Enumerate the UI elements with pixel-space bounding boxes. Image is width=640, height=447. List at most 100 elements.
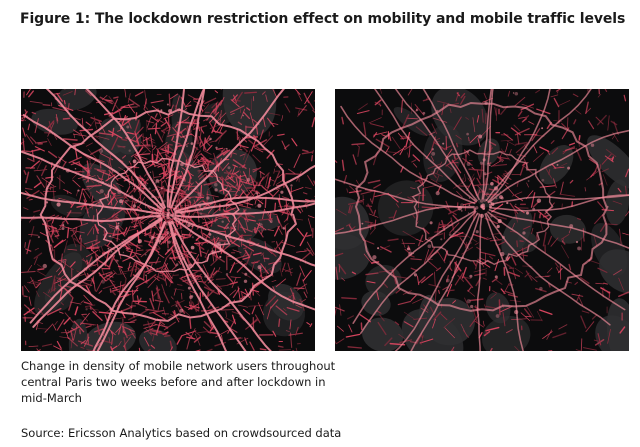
figure-caption: Change in density of mobile network user… [21,359,336,405]
street-segment [108,328,116,336]
street-segment [230,152,233,158]
street-segment [207,303,212,309]
street-segment [503,282,510,295]
street-segment [115,216,120,220]
street-segment [521,118,527,123]
street-segment [123,187,136,200]
street-segment [307,218,313,232]
boulevard-line [21,214,162,223]
street-segment [393,210,397,219]
hotspot [514,91,519,96]
street-segment [145,120,148,132]
street-segment [293,153,301,168]
hotspot [145,274,147,277]
street-segment [492,290,498,294]
hotspot [110,250,113,253]
street-segment [392,147,405,156]
street-segment [112,270,118,275]
street-segment [285,173,302,175]
hotspot [45,201,49,204]
street-segment [237,121,243,126]
street-segment [281,140,287,151]
street-segment [504,290,514,295]
street-segment [149,309,164,314]
street-segment [560,181,564,195]
hotspot [188,263,193,268]
street-segment [212,130,223,134]
street-segment [144,98,147,109]
street-segment [347,315,354,320]
street-segment [99,96,113,105]
hotspot [515,203,517,206]
hotspot [501,235,505,239]
street-segment [226,274,234,283]
street-segment [207,159,209,172]
street-segment [293,287,305,290]
street-segment [452,230,467,235]
street-segment [298,104,307,116]
street-segment [265,174,269,188]
street-segment [550,237,559,247]
hotspot [467,150,470,154]
street-segment [86,211,90,218]
street-segment [84,207,90,210]
street-segment [483,92,487,100]
street-segment [454,272,464,286]
street-segment [96,323,101,335]
street-segment [24,285,30,293]
street-segment [270,299,279,309]
street-segment [110,346,114,351]
hotspot [101,181,105,184]
hotspot [377,247,380,250]
street-segment [217,290,221,295]
hotspot [159,217,162,220]
hotspot [77,189,80,192]
street-segment [159,172,169,182]
street-segment [524,272,530,278]
street-segment [193,100,206,107]
hotspot [115,259,119,263]
hotspot [514,310,519,315]
street-segment [445,136,448,151]
street-segment [132,287,139,296]
hotspot [117,222,120,225]
hotspot [169,217,172,220]
street-segment [452,300,456,304]
street-segment [451,346,455,351]
boulevard-line [170,89,206,209]
street-segment [164,242,177,255]
street-segment [611,135,616,140]
street-segment [259,272,263,278]
street-segment [30,160,41,169]
street-segment [267,229,275,232]
hotspot [109,235,112,238]
hotspot [167,221,169,224]
street-segment [169,273,174,288]
street-segment [469,298,484,302]
street-segment [428,261,438,270]
street-segment [121,228,136,233]
street-segment [224,193,229,197]
street-segment [210,256,221,266]
street-segment [505,184,515,196]
street-segment [63,317,71,325]
street-segment [249,341,255,351]
hotspot [211,250,216,255]
street-segment [200,153,208,160]
street-segment [86,167,89,183]
street-segment [85,285,91,294]
street-segment [123,194,130,201]
street-segment [152,170,155,181]
hotspot [234,225,237,227]
hotspot [536,198,542,203]
street-segment [299,265,305,277]
street-segment [295,218,304,221]
street-segment [113,96,119,99]
street-segment [242,201,254,206]
street-segment [521,247,525,260]
street-segment [335,340,337,344]
street-segment [395,288,401,294]
street-segment [448,208,460,215]
street-segment [245,179,249,184]
street-segment [432,117,448,123]
